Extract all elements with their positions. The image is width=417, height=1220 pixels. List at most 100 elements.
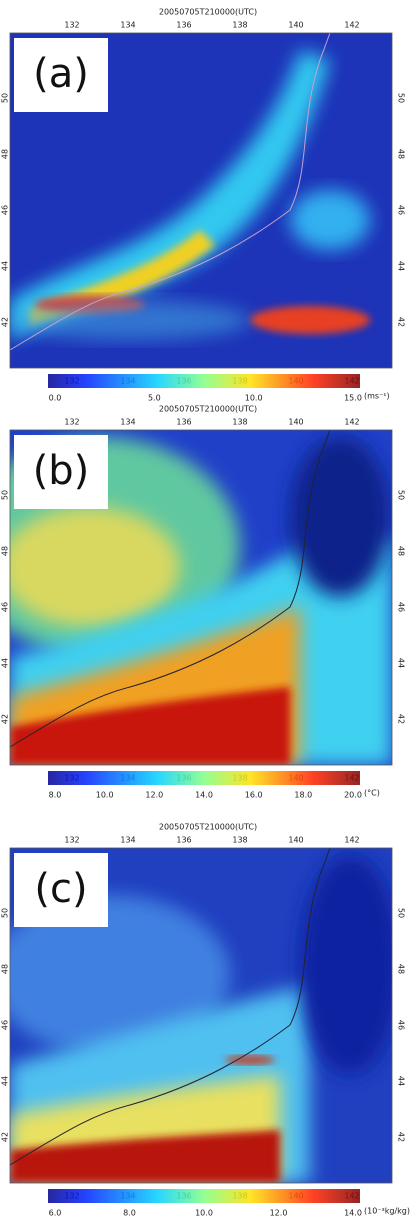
panel-title: 20050705T210000(UTC) — [159, 8, 257, 17]
colorbar-tick-label: 0.0 — [49, 394, 62, 403]
lon-tick-label: 134 — [120, 21, 135, 30]
lon-tick-label: 138 — [232, 418, 247, 427]
colorbar — [48, 1189, 360, 1203]
lon-tick-label: 142 — [344, 836, 359, 845]
colorbar-tick-label: 15.0 — [344, 394, 362, 403]
lon-tick-label: 142 — [344, 21, 359, 30]
colorbar-tick-label: 20.0 — [344, 791, 362, 800]
lat-tick-label: 44 — [1, 658, 10, 668]
map-field — [300, 855, 392, 1075]
colorbar-unit: (°C) — [364, 789, 380, 798]
panel-label-box — [14, 435, 108, 509]
lat-tick-label: 44 — [1, 1076, 10, 1086]
colorbar — [48, 374, 360, 388]
panel-title: 20050705T210000(UTC) — [159, 405, 257, 414]
colorbar-tick-label: 18.0 — [294, 791, 312, 800]
lon-tick-label: 140 — [288, 836, 303, 845]
lat-tick-label: 50 — [397, 908, 406, 918]
lat-tick-label: 48 — [397, 149, 406, 159]
lon-tick-label: 140 — [288, 418, 303, 427]
colorbar-tick-label: 12.0 — [145, 791, 163, 800]
lon-tick-label: 134 — [120, 418, 135, 427]
map-field — [10, 1130, 280, 1183]
map-field — [10, 50, 330, 340]
lat-tick-label: 44 — [397, 1076, 406, 1086]
lat-tick-label: 42 — [397, 1132, 406, 1142]
colorbar-tick-label: 5.0 — [148, 394, 161, 403]
map-field — [250, 306, 370, 334]
colorbar-tick-label: 14.0 — [195, 791, 213, 800]
map-field — [290, 190, 370, 250]
lat-tick-label: 42 — [397, 714, 406, 724]
lon-tick-label: 142 — [344, 418, 359, 427]
lat-tick-label: 46 — [1, 602, 10, 612]
lat-tick-label: 42 — [1, 714, 10, 724]
map-field — [10, 687, 290, 765]
lon-tick-label: 140 — [288, 21, 303, 30]
lon-tick-label: 132 — [64, 21, 79, 30]
lat-tick-label: 50 — [1, 93, 10, 103]
panel-label-box — [14, 38, 108, 112]
lon-tick-label: 136 — [176, 21, 191, 30]
lat-tick-label: 48 — [397, 964, 406, 974]
colorbar — [48, 771, 360, 785]
lon-tick-label: 136 — [176, 418, 191, 427]
colorbar-tick-label: 10.0 — [195, 1209, 213, 1218]
lat-tick-label: 48 — [1, 546, 10, 556]
lat-tick-label: 44 — [397, 261, 406, 271]
map-field — [10, 895, 230, 1055]
panel-label: (b) — [33, 448, 90, 494]
lat-tick-label: 50 — [397, 93, 406, 103]
map-frame — [9, 847, 393, 1184]
map-field — [10, 507, 180, 627]
colorbar-tick-label: 14.0 — [344, 1209, 362, 1218]
colorbar-unit: (ms⁻¹) — [364, 392, 390, 401]
colorbar-tick-label: 6.0 — [49, 1209, 62, 1218]
map-frame — [9, 32, 393, 369]
lat-tick-label: 42 — [1, 317, 10, 327]
lat-tick-label: 50 — [1, 490, 10, 500]
lon-tick-label: 132 — [64, 418, 79, 427]
map-field — [225, 1056, 275, 1064]
panel-label: (a) — [33, 51, 89, 97]
lat-tick-label: 50 — [1, 908, 10, 918]
lat-tick-label: 46 — [397, 205, 406, 215]
panel: 20050705T210000(UTC)(c)13213213413413613… — [1, 823, 410, 1218]
map-frame — [9, 429, 393, 766]
colorbar-tick-label: 16.0 — [245, 791, 263, 800]
lat-tick-label: 46 — [397, 602, 406, 612]
map — [10, 33, 392, 368]
colorbar-unit: (10⁻³kg/kg) — [364, 1207, 410, 1216]
lon-tick-label: 134 — [120, 836, 135, 845]
panel: 20050705T210000(UTC)(a)13213213413413613… — [1, 8, 406, 403]
map-field — [290, 437, 390, 597]
panel-label: (c) — [34, 866, 87, 912]
lat-tick-label: 44 — [1, 261, 10, 271]
coastline — [10, 33, 331, 351]
coastline — [10, 848, 331, 1166]
coastline — [10, 430, 331, 748]
lat-tick-label: 48 — [1, 964, 10, 974]
lat-tick-label: 44 — [397, 658, 406, 668]
lat-tick-label: 46 — [1, 1020, 10, 1030]
colorbar-tick-label: 8.0 — [49, 791, 62, 800]
panel: 20050705T210000(UTC)(b)13213213413413613… — [1, 405, 406, 800]
colorbar-tick-label: 12.0 — [270, 1209, 288, 1218]
map-field — [10, 300, 250, 340]
panel-label-box — [14, 853, 108, 927]
lat-tick-label: 42 — [397, 317, 406, 327]
colorbar-tick-label: 10.0 — [245, 394, 263, 403]
lon-tick-label: 138 — [232, 21, 247, 30]
colorbar-tick-label: 8.0 — [123, 1209, 136, 1218]
lat-tick-label: 50 — [397, 490, 406, 500]
lat-tick-label: 46 — [1, 205, 10, 215]
lat-tick-label: 48 — [397, 546, 406, 556]
panel-title: 20050705T210000(UTC) — [159, 823, 257, 832]
lon-tick-label: 136 — [176, 836, 191, 845]
lat-tick-label: 42 — [1, 1132, 10, 1142]
colorbar-tick-label: 10.0 — [96, 791, 114, 800]
lat-tick-label: 48 — [1, 149, 10, 159]
lon-tick-label: 138 — [232, 836, 247, 845]
lon-tick-label: 132 — [64, 836, 79, 845]
